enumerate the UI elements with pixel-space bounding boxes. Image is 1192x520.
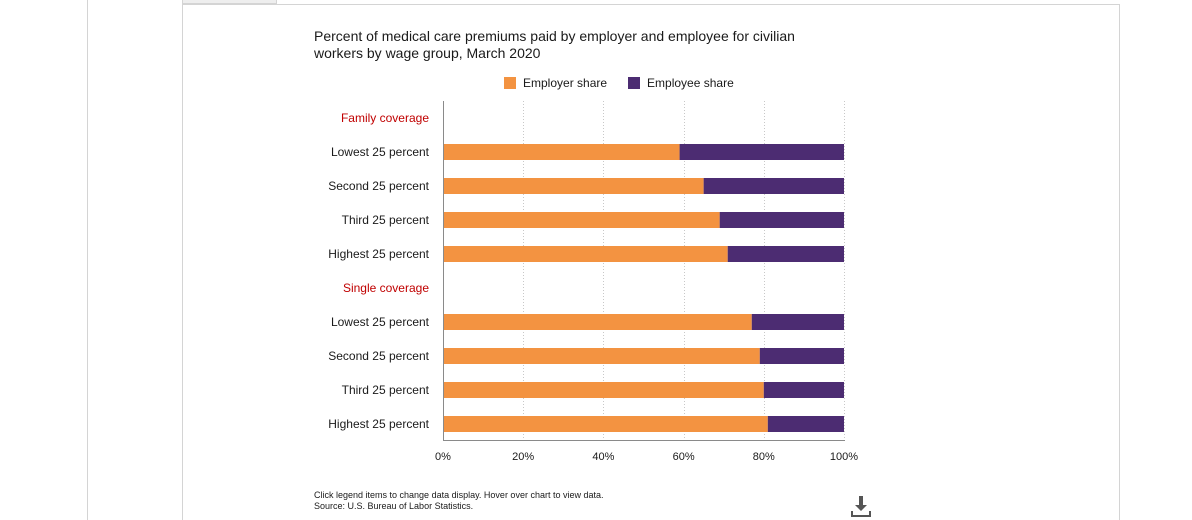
bar-employer-share[interactable]	[443, 314, 752, 330]
bar-employer-share[interactable]	[443, 348, 760, 364]
bar-employer-share[interactable]	[443, 416, 768, 432]
bar-chart[interactable]: Family coverage Lowest 25 percent Second 2…	[0, 0, 1192, 480]
x-tick-label: 100%	[830, 451, 858, 463]
category-label: Third 25 percent	[342, 383, 430, 397]
x-tick-label: 80%	[753, 451, 775, 463]
bar-employee-share[interactable]	[767, 416, 844, 432]
category-label: Second 25 percent	[328, 349, 429, 363]
x-tick-label: 20%	[512, 451, 534, 463]
legend-label-employee: Employee share	[647, 76, 734, 90]
group-label: Single coverage	[343, 281, 429, 295]
bar-employer-share[interactable]	[443, 144, 680, 160]
left-divider	[87, 0, 88, 520]
bar-employee-share[interactable]	[679, 144, 844, 160]
category-label: Lowest 25 percent	[331, 145, 430, 159]
category-label: Highest 25 percent	[328, 247, 429, 261]
category-label: Lowest 25 percent	[331, 315, 430, 329]
bar-employee-share[interactable]	[719, 212, 844, 228]
bar-employer-share[interactable]	[443, 246, 728, 262]
legend: Employer share Employee share	[504, 76, 755, 90]
download-icon[interactable]	[850, 494, 872, 518]
bar-employee-share[interactable]	[751, 314, 844, 330]
legend-swatch-employee	[628, 77, 641, 89]
category-label: Third 25 percent	[342, 213, 430, 227]
bar-employee-share[interactable]	[759, 348, 844, 364]
bar-employer-share[interactable]	[443, 212, 720, 228]
bar-employee-share[interactable]	[703, 178, 844, 194]
legend-item-employer[interactable]: Employer share	[504, 76, 607, 90]
legend-item-employee[interactable]: Employee share	[628, 76, 734, 90]
footnote-source: Source: U.S. Bureau of Labor Statistics.	[314, 501, 474, 511]
category-label: Highest 25 percent	[328, 417, 429, 431]
footnote-instructions: Click legend items to change data displa…	[314, 490, 604, 500]
bar-employee-share[interactable]	[763, 382, 844, 398]
bar-employer-share[interactable]	[443, 382, 764, 398]
bar-employee-share[interactable]	[727, 246, 844, 262]
category-label: Second 25 percent	[328, 179, 429, 193]
legend-label-employer: Employer share	[523, 76, 608, 90]
x-tick-label: 0%	[435, 451, 451, 463]
x-tick-label: 60%	[673, 451, 695, 463]
legend-swatch-employer	[504, 77, 516, 89]
tab-stub[interactable]	[182, 0, 277, 4]
group-label: Family coverage	[341, 111, 429, 125]
bar-employer-share[interactable]	[443, 178, 704, 194]
chart-title: Percent of medical care premiums paid by…	[314, 28, 795, 61]
chart-footnote: Click legend items to change data displa…	[314, 490, 603, 512]
x-tick-label: 40%	[592, 451, 614, 463]
